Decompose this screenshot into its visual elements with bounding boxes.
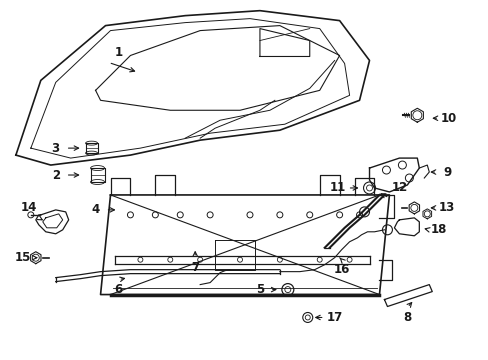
Text: 6: 6 (114, 283, 122, 296)
Text: 16: 16 (333, 263, 349, 276)
Text: 7: 7 (191, 261, 199, 274)
Text: 17: 17 (326, 311, 342, 324)
Text: 4: 4 (91, 203, 100, 216)
Text: 5: 5 (255, 283, 264, 296)
Text: 9: 9 (442, 166, 450, 179)
Text: 2: 2 (52, 168, 60, 181)
Text: 1: 1 (114, 46, 122, 59)
Text: 11: 11 (329, 181, 345, 194)
Text: 18: 18 (430, 223, 447, 236)
Text: 15: 15 (15, 251, 31, 264)
Text: 13: 13 (438, 201, 454, 215)
Text: 3: 3 (52, 141, 60, 155)
Text: 14: 14 (20, 201, 37, 215)
Text: 10: 10 (440, 112, 456, 125)
Text: 8: 8 (403, 311, 411, 324)
Text: 12: 12 (390, 181, 407, 194)
